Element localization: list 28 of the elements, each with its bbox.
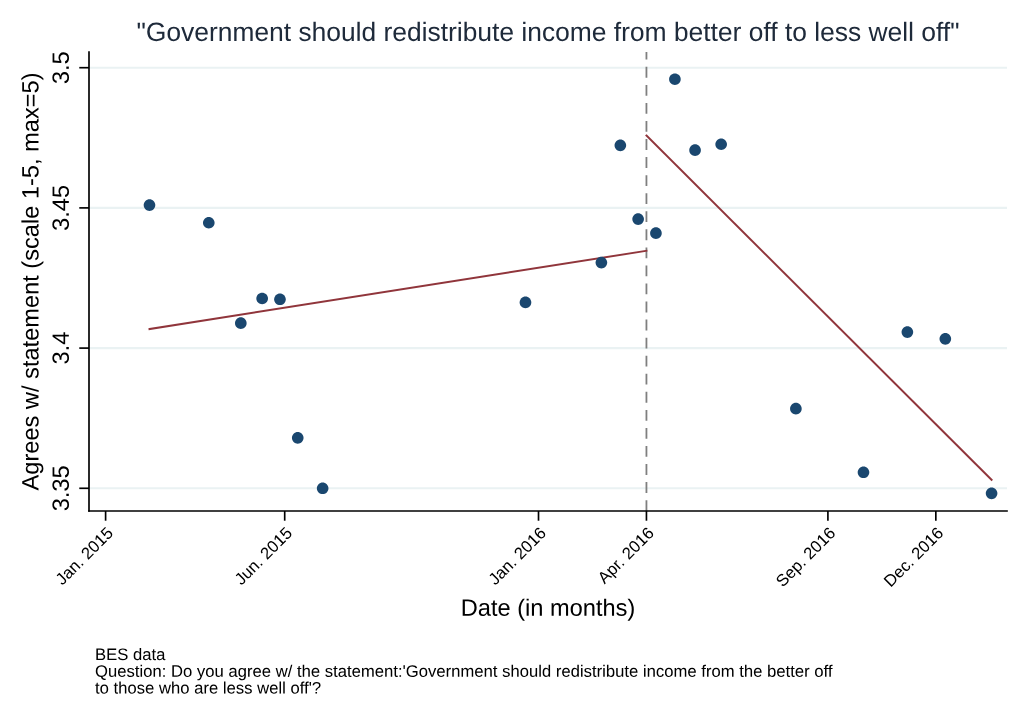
point: [316, 482, 329, 495]
point: [202, 216, 215, 229]
y-axis-title: Agrees w/ statement (scale 1-5, max=5): [21, 73, 44, 491]
point: [715, 138, 727, 151]
point: [689, 144, 701, 156]
point: [901, 326, 914, 338]
point: [985, 487, 998, 500]
point: [519, 296, 532, 309]
point: [614, 139, 627, 152]
x-axis-title: Date (in months): [462, 598, 634, 621]
chart-title: "Government should redistribute income from better off to less well off": [137, 21, 959, 42]
point: [939, 333, 952, 345]
y-tick-label: 3.4: [52, 332, 70, 364]
point: [595, 256, 608, 269]
y-tick-label: 3.45: [52, 185, 70, 230]
point: [274, 293, 286, 306]
point: [669, 73, 681, 86]
point: [650, 227, 662, 239]
y-tick-label: 3.35: [52, 466, 70, 511]
y-tick-label: 3.5: [52, 52, 70, 84]
point: [256, 292, 268, 305]
point: [291, 432, 304, 444]
point: [235, 317, 247, 329]
point: [857, 466, 870, 479]
text: BES data Question: Do you agree w/ the statement:'Government should redistribute income from the better off to those who are less well off'?: [95, 648, 833, 694]
point: [143, 199, 156, 211]
point: [632, 213, 644, 225]
point: [790, 402, 802, 415]
